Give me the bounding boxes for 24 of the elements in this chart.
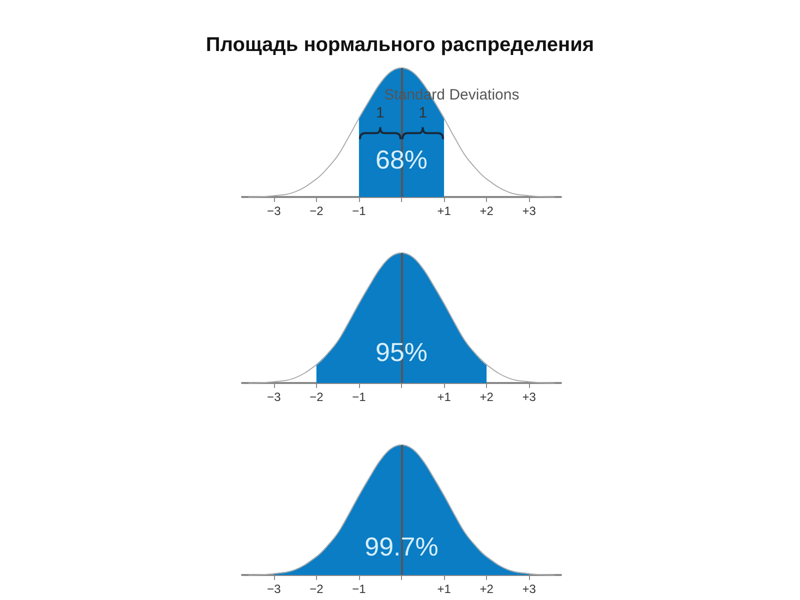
x-tick-label: +2 — [480, 390, 494, 404]
x-tick-label: −2 — [310, 204, 324, 218]
x-tick-label: +1 — [437, 204, 452, 218]
x-tick-label: −2 — [310, 582, 324, 596]
annotation: 1 — [376, 104, 384, 122]
x-tick-label: −3 — [267, 204, 282, 218]
x-tick-label: +1 — [437, 390, 452, 404]
annotation: 99.7% — [364, 531, 438, 562]
chart-title: Площадь нормального распределения — [206, 34, 594, 56]
x-tick-label: −2 — [310, 390, 324, 404]
annotation: 68% — [375, 144, 428, 175]
x-tick-label: −1 — [352, 390, 366, 404]
x-tick-label: −3 — [267, 390, 282, 404]
x-tick-label: +3 — [522, 204, 536, 218]
x-tick-label: +2 — [480, 582, 494, 596]
x-tick-label: +2 — [480, 204, 494, 218]
x-tick-label: −1 — [352, 204, 366, 218]
x-tick-label: +3 — [522, 582, 536, 596]
annotation: 1 — [418, 104, 427, 122]
x-tick-label: −3 — [267, 582, 282, 596]
x-tick-label: +3 — [522, 390, 536, 404]
x-tick-label: −1 — [352, 582, 366, 596]
annotation: 95% — [375, 336, 428, 367]
x-tick-label: +1 — [437, 582, 452, 596]
